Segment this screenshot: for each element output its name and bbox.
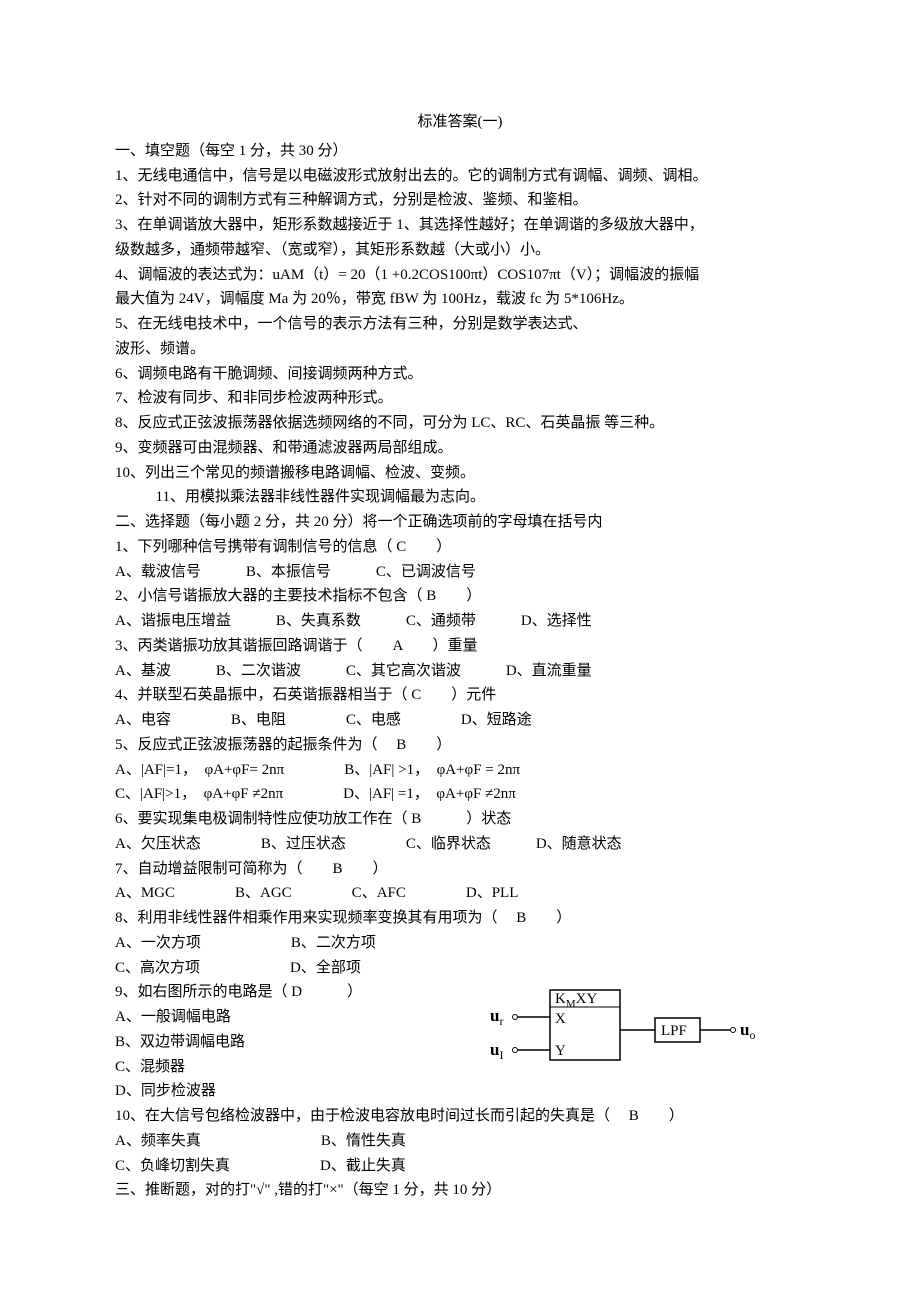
- q2-9-section: 9、如右图所示的电路是（ D ） A、一般调幅电路 B、双边带调幅电路 C、混频…: [115, 980, 805, 1104]
- diagram-uI-sub: I: [499, 1048, 503, 1062]
- q1-3b: 级数越多，通频带越窄、（宽或窄），其矩形系数越（大或小）小。: [115, 238, 805, 263]
- diagram-X: X: [555, 1011, 566, 1027]
- q2-10-optsCD: C、负峰切割失真 D、截止失真: [115, 1154, 805, 1179]
- section3-heading: 三、推断题，对的打"√" ,错的打"×"（每空 1 分，共 10 分）: [115, 1178, 805, 1203]
- q2-9-B: B、双边带调幅电路: [115, 1030, 395, 1055]
- q2-3-opts: A、基波 B、二次谐波 C、其它高次谐波 D、直流重量: [115, 659, 805, 684]
- svg-text:uI: uI: [490, 1040, 503, 1062]
- q2-1-opts: A、载波信号 B、本振信号 C、已调波信号: [115, 560, 805, 585]
- q1-9: 9、变频器可由混频器、和带通滤波器两局部组成。: [115, 436, 805, 461]
- diagram-uI: u: [490, 1040, 499, 1059]
- q1-11: 11、用模拟乘法器非线性器件实现调幅最为志向。: [115, 485, 805, 510]
- q1-5a: 5、在无线电技术中，一个信号的表示方法有三种，分别是数学表达式、: [115, 312, 805, 337]
- diagram-ur: u: [490, 1006, 499, 1025]
- diagram-ur-sub: r: [499, 1014, 503, 1028]
- q2-4: 4、并联型石英晶振中，石英谐振器相当于（ C ）元件: [115, 683, 805, 708]
- q2-4-opts: A、电容 B、电阻 C、电感 D、短路途: [115, 708, 805, 733]
- section1-heading: 一、填空题（每空 1 分，共 30 分）: [115, 139, 805, 164]
- svg-text:uo: uo: [740, 1020, 755, 1042]
- q2-8-optsAB: A、一次方项 B、二次方项: [115, 931, 805, 956]
- q2-9-A: A、一般调幅电路: [115, 1005, 395, 1030]
- q1-1: 1、无线电通信中，信号是以电磁波形式放射出去的。它的调制方式有调幅、调频、调相。: [115, 164, 805, 189]
- diagram-XY: XY: [576, 991, 598, 1007]
- q1-4a: 4、调幅波的表达式为：uAM（t）= 20（1 +0.2COS100πt）COS…: [115, 263, 805, 288]
- q2-5-optsCD: C、|AF|>1， φA+φF ≠2nπ D、|AF| =1， φA+φF ≠2…: [115, 782, 805, 807]
- diagram-Y: Y: [555, 1043, 566, 1059]
- diagram-K: K: [555, 991, 566, 1007]
- q1-2: 2、针对不同的调制方式有三种解调方式，分别是检波、鉴频、和鉴相。: [115, 188, 805, 213]
- page-title: 标准答案(一): [115, 110, 805, 135]
- section2-heading: 二、选择题（每小题 2 分，共 20 分）将一个正确选项前的字母填在括号内: [115, 510, 805, 535]
- q1-10: 10、列出三个常见的频谱搬移电路调幅、检波、变频。: [115, 461, 805, 486]
- q2-3: 3、丙类谐振功放其谐振回路调谐于（ A ）重量: [115, 634, 805, 659]
- q1-6: 6、调频电路有干脆调频、间接调频两种方式。: [115, 362, 805, 387]
- q2-7: 7、自动增益限制可简称为（ B ）: [115, 857, 805, 882]
- q1-3a: 3、在单调谐放大器中，矩形系数越接近于 1、其选择性越好；在单调谐的多级放大器中…: [115, 213, 805, 238]
- diagram-LPF: LPF: [661, 1023, 687, 1039]
- q1-8: 8、反应式正弦波振荡器依据选频网络的不同，可分为 LC、RC、石英晶振 等三种。: [115, 411, 805, 436]
- diagram-M-sub: M: [566, 998, 576, 1010]
- q1-7: 7、检波有同步、和非同步检波两种形式。: [115, 386, 805, 411]
- q2-9-C: C、混频器: [115, 1055, 395, 1080]
- q2-9: 9、如右图所示的电路是（ D ）: [115, 980, 395, 1005]
- q2-8: 8、利用非线性器件相乘作用来实现频率变换其有用项为（ B ）: [115, 906, 805, 931]
- q1-5b: 波形、频谱。: [115, 337, 805, 362]
- diagram-uo-sub: o: [749, 1028, 755, 1042]
- circuit-diagram: KMXY X Y ur uI LPF uo: [475, 975, 785, 1085]
- q2-5: 5、反应式正弦波振荡器的起振条件为（ B ）: [115, 733, 805, 758]
- q1-4b: 最大值为 24V，调幅度 Ma 为 20％，带宽 fBW 为 100Hz，载波 …: [115, 287, 805, 312]
- q2-6: 6、要实现集电极调制特性应使功放工作在（ B ）状态: [115, 807, 805, 832]
- q2-7-opts: A、MGC B、AGC C、AFC D、PLL: [115, 881, 805, 906]
- svg-text:ur: ur: [490, 1006, 503, 1028]
- diagram-uo: u: [740, 1020, 749, 1039]
- q2-6-opts: A、欠压状态 B、过压状态 C、临界状态 D、随意状态: [115, 832, 805, 857]
- q2-1: 1、下列哪种信号携带有调制信号的信息（ C ）: [115, 535, 805, 560]
- q2-2-opts: A、谐振电压增益 B、失真系数 C、通频带 D、选择性: [115, 609, 805, 634]
- q2-2: 2、小信号谐振放大器的主要技术指标不包含（ B ）: [115, 584, 805, 609]
- q2-5-optsAB: A、|AF|=1， φA+φF= 2nπ B、|AF| >1， φA+φF = …: [115, 758, 805, 783]
- q2-10-optsAB: A、频率失真 B、惰性失真: [115, 1129, 805, 1154]
- q2-9-D: D、同步检波器: [115, 1079, 395, 1104]
- q2-10: 10、在大信号包络检波器中，由于检波电容放电时间过长而引起的失真是（ B ）: [115, 1104, 805, 1129]
